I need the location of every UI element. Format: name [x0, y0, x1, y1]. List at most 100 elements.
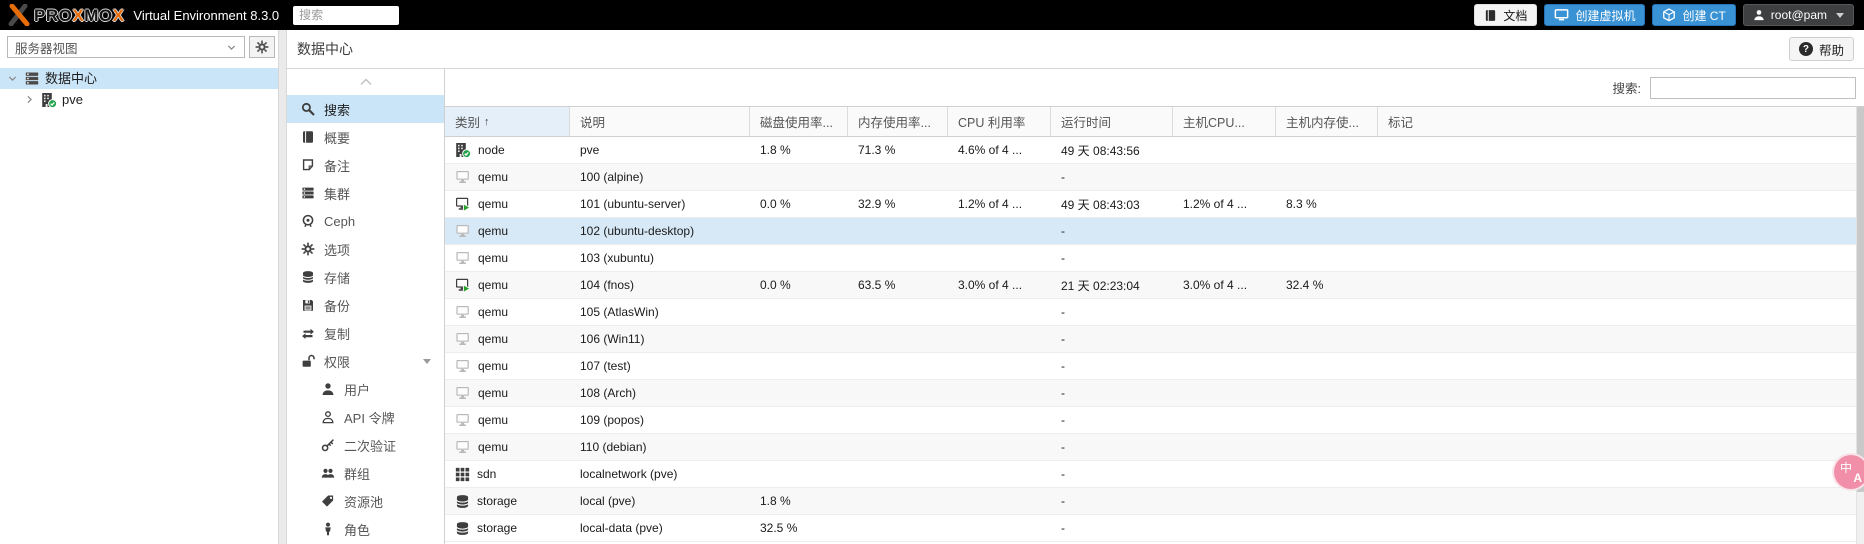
topbar-actions: 文档 创建虚拟机 创建 CT root@pam — [1474, 4, 1854, 26]
table-row-104 (fnos)[interactable]: qemu 104 (fnos) 0.0 % 63.5 % 3.0% of 4 ... 21… — [445, 272, 1864, 299]
chevron-down-icon — [1836, 12, 1844, 18]
table-row-107 (test)[interactable]: qemu 107 (test) - — [445, 353, 1864, 380]
menu-item-资源池[interactable]: 资源池 — [287, 487, 444, 515]
create-vm-button[interactable]: 创建虚拟机 — [1544, 4, 1646, 26]
cell-type: qemu — [445, 304, 570, 320]
column-header-hostmem[interactable]: 主机内存使... — [1276, 107, 1378, 136]
translate-extension-badge[interactable]: 中 A — [1834, 455, 1864, 489]
menu-item-用户[interactable]: 用户 — [287, 375, 444, 403]
table-row-105 (AtlasWin)[interactable]: qemu 105 (AtlasWin) - — [445, 299, 1864, 326]
search-grid-area: 搜索: 类别 ↑ 说明 磁盘使用率... 内存使用率... CPU 利用率 运行时间 主机CP… — [445, 69, 1864, 544]
menu-item-二次验证[interactable]: 二次验证 — [287, 431, 444, 459]
proxmox-x-icon — [8, 4, 30, 26]
cell-uptime: - — [1051, 521, 1173, 535]
menu-item-label: 权限 — [324, 354, 351, 370]
table-row-109 (popos)[interactable]: qemu 109 (popos) - — [445, 407, 1864, 434]
user-menu-button[interactable]: root@pam — [1742, 4, 1854, 26]
logo-wordmark: PROXMOX — [34, 5, 125, 25]
column-header-uptime[interactable]: 运行时间 — [1051, 107, 1173, 136]
menu-item-复制[interactable]: 复制 — [287, 319, 444, 347]
menu-item-备份[interactable]: 备份 — [287, 291, 444, 319]
cube-icon — [1663, 8, 1676, 22]
table-row-101 (ubuntu-server)[interactable]: qemu 101 (ubuntu-server) 0.0 % 32.9 % 1.2% o… — [445, 191, 1864, 218]
cell-desc: 100 (alpine) — [570, 170, 750, 184]
menu-item-角色[interactable]: 角色 — [287, 515, 444, 543]
table-row-110 (debian)[interactable]: qemu 110 (debian) - — [445, 434, 1864, 461]
vertical-scrollbar[interactable] — [1856, 107, 1864, 544]
cell-mem: 63.5 % — [848, 278, 948, 292]
menu-item-API 令牌[interactable]: API 令牌 — [287, 403, 444, 431]
cell-desc: 101 (ubuntu-server) — [570, 197, 750, 211]
column-header-mem[interactable]: 内存使用率... — [848, 107, 948, 136]
resource-tree-panel: 服务器视图 数据中心 pve — [0, 30, 278, 544]
menu-item-备注[interactable]: 备注 — [287, 151, 444, 179]
content-panel: 数据中心 ? 帮助 搜索 概要 备注 集群 Ceph 选项 存储 备份 复制 权限 用户 API 令牌… — [287, 30, 1864, 544]
cell-value: qemu — [478, 413, 509, 427]
cell-value: 1.2% of 4 ... — [958, 197, 1023, 211]
panel-splitter[interactable] — [278, 30, 287, 544]
table-row-pve[interactable]: node pve 1.8 % 71.3 % 4.6% of 4 ... 49 天 08:4… — [445, 137, 1864, 164]
table-row-108 (Arch)[interactable]: qemu 108 (Arch) - — [445, 380, 1864, 407]
view-selector-dropdown[interactable]: 服务器视图 — [7, 36, 245, 58]
sdn-icon — [455, 467, 470, 482]
table-row-100 (alpine)[interactable]: qemu 100 (alpine) - — [445, 164, 1864, 191]
column-header-disk[interactable]: 磁盘使用率... — [750, 107, 848, 136]
cell-value: qemu — [478, 251, 509, 265]
tree-settings-button[interactable] — [249, 36, 275, 58]
table-row-106 (Win11)[interactable]: qemu 106 (Win11) - — [445, 326, 1864, 353]
grid-search-label: 搜索: — [1612, 82, 1641, 96]
top-header-bar: PROXMOX Virtual Environment 8.3.0 文档 创建虚… — [0, 0, 1864, 30]
cell-desc: 110 (debian) — [570, 440, 750, 454]
table-row-103 (xubuntu)[interactable]: qemu 103 (xubuntu) - — [445, 245, 1864, 272]
documentation-button[interactable]: 文档 — [1474, 4, 1538, 26]
menu-item-Ceph[interactable]: Ceph — [287, 207, 444, 235]
cell-value: - — [1061, 521, 1065, 535]
qemu-running-icon — [455, 196, 471, 212]
table-row-local (pve)[interactable]: storage local (pve) 1.8 % - — [445, 488, 1864, 515]
node-online-icon — [41, 92, 57, 108]
menu-item-搜索[interactable]: 搜索 — [287, 95, 444, 123]
cell-hostcpu: 3.0% of 4 ... — [1173, 278, 1276, 292]
cell-value: 0.0 % — [760, 278, 791, 292]
chevron-down-icon[interactable] — [6, 73, 19, 84]
cell-value: - — [1061, 467, 1065, 481]
menu-item-概要[interactable]: 概要 — [287, 123, 444, 151]
column-header-label: 主机CPU... — [1183, 116, 1245, 130]
table-row-localnetwork (pve)[interactable]: sdn localnetwork (pve) - — [445, 461, 1864, 488]
cell-value: qemu — [478, 224, 509, 238]
datacenter-menu: 搜索 概要 备注 集群 Ceph 选项存储 备份 复制权限用户 API 令牌 二次验证 群组 资源池角… — [287, 69, 445, 544]
menu-item-集群[interactable]: 集群 — [287, 179, 444, 207]
column-header-hostcpu[interactable]: 主机CPU... — [1173, 107, 1276, 136]
global-search-input[interactable] — [293, 5, 400, 25]
menu-item-权限[interactable]: 权限 — [287, 347, 444, 375]
column-header-tags[interactable]: 标记 — [1378, 107, 1864, 136]
column-header-type[interactable]: 类别 ↑ — [445, 107, 570, 136]
table-row-local-data (pve)[interactable]: storage local-data (pve) 32.5 % - — [445, 515, 1864, 542]
menu-item-label: 用户 — [344, 382, 371, 398]
tree-item-pve[interactable]: pve — [0, 89, 278, 110]
cell-type: qemu — [445, 358, 570, 374]
create-ct-button[interactable]: 创建 CT — [1652, 4, 1736, 26]
chevron-right-icon[interactable] — [23, 94, 36, 105]
cell-uptime: - — [1051, 170, 1173, 184]
help-button[interactable]: ? 帮助 — [1788, 37, 1854, 61]
cell-uptime: 21 天 02:23:04 — [1051, 277, 1173, 294]
cell-type: qemu — [445, 169, 570, 185]
cell-value: local (pve) — [580, 494, 636, 508]
menu-item-存储[interactable]: 存储 — [287, 263, 444, 291]
grid-search-input[interactable] — [1650, 76, 1856, 99]
cell-type: qemu — [445, 196, 570, 212]
chevron-down-icon — [423, 358, 431, 364]
column-header-desc[interactable]: 说明 — [570, 107, 750, 136]
tree-item-数据中心[interactable]: 数据中心 — [0, 68, 278, 89]
column-header-cpu[interactable]: CPU 利用率 — [948, 107, 1051, 136]
column-header-label: 说明 — [580, 116, 606, 130]
scrollbar-thumb[interactable] — [1857, 107, 1864, 492]
menu-collapse-button[interactable] — [287, 69, 444, 95]
cell-value: 3.0% of 4 ... — [1183, 278, 1248, 292]
table-row-102 (ubuntu-desktop)[interactable]: qemu 102 (ubuntu-desktop) - — [445, 218, 1864, 245]
menu-item-选项[interactable]: 选项 — [287, 235, 444, 263]
cell-type: qemu — [445, 223, 570, 239]
menu-item-群组[interactable]: 群组 — [287, 459, 444, 487]
menu-item-label: 选项 — [324, 242, 351, 258]
